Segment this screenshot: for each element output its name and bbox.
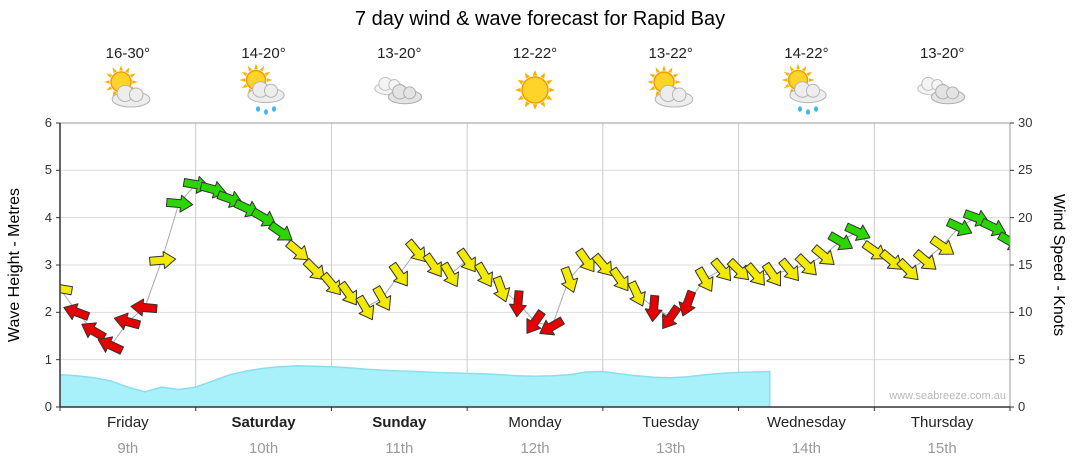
wind-axis-tick-label: 0: [1018, 399, 1026, 414]
wave-axis-tick-label: 4: [44, 209, 52, 225]
left-axis-title: Wave Height - Metres: [6, 187, 23, 343]
plot-border-and-axes: [56, 122, 1014, 411]
weather-icon-sun-cloud-rain: [774, 62, 838, 118]
weather-icon-cloudy: [910, 62, 974, 118]
wind-direction-arrows-series: [60, 176, 1010, 355]
wind-axis-tick-label: 25: [1018, 162, 1033, 178]
day-temp-range: 12-22°: [512, 45, 558, 62]
right-axis-title: Wind Speed - Knots: [1050, 193, 1067, 337]
gridlines: [60, 123, 1010, 407]
day-date-label: 15th: [927, 440, 957, 457]
day-date-label: 13th: [656, 440, 686, 457]
wind-axis-tick-label: 15: [1018, 257, 1033, 272]
page-title: 7 day wind & wave forecast for Rapid Bay: [354, 8, 726, 30]
day-temp-range: 13-22°: [648, 45, 693, 62]
day-date-label: 11th: [385, 440, 414, 457]
wave-axis-tick-label: 3: [44, 257, 52, 272]
wave-axis-tick-label: 2: [44, 304, 52, 320]
day-temp-range: 13-20°: [919, 45, 965, 62]
wind-axis-tick-label: 5: [1018, 351, 1026, 367]
day-date-label: 12th: [520, 440, 550, 457]
weather-icon-sun-cloud: [639, 62, 703, 118]
wind-axis-tick-label: 30: [1018, 115, 1033, 130]
day-name-label: Sunday: [372, 414, 427, 431]
wave-axis-tick-label: 6: [44, 115, 52, 130]
day-temp-range: 14-22°: [784, 45, 829, 62]
day-name-label: Wednesday: [766, 414, 846, 431]
watermark-url: www.seabreeze.com.au: [889, 390, 1006, 402]
weather-icon-sun-cloud-rain: [232, 62, 296, 118]
day-name-label: Friday: [107, 414, 149, 431]
weather-icon-sun-cloud: [96, 62, 160, 118]
day-temp-range: 16-30°: [105, 45, 151, 62]
wind-axis-tick-label: 20: [1018, 209, 1033, 225]
day-temp-range: 13-20°: [377, 45, 422, 62]
day-name-label: Thursday: [910, 414, 974, 431]
wave-axis-tick-label: 5: [44, 162, 52, 178]
day-date-label: 10th: [248, 440, 279, 457]
day-name-label: Monday: [508, 414, 562, 431]
day-date-label: 9th: [117, 440, 139, 457]
day-date-label: 14th: [791, 440, 822, 457]
weather-icon-cloudy: [367, 62, 431, 118]
day-name-label: Tuesday: [642, 414, 700, 431]
day-name-label: Saturday: [231, 414, 296, 431]
wind-axis-tick-label: 10: [1018, 304, 1033, 320]
wave-axis-tick-label: 1: [44, 351, 52, 367]
wave-height-area-series: [60, 365, 771, 407]
day-temp-range: 14-20°: [241, 45, 286, 62]
wave-axis-tick-label: 0: [44, 399, 52, 414]
weather-icon-sunny: [503, 62, 567, 118]
